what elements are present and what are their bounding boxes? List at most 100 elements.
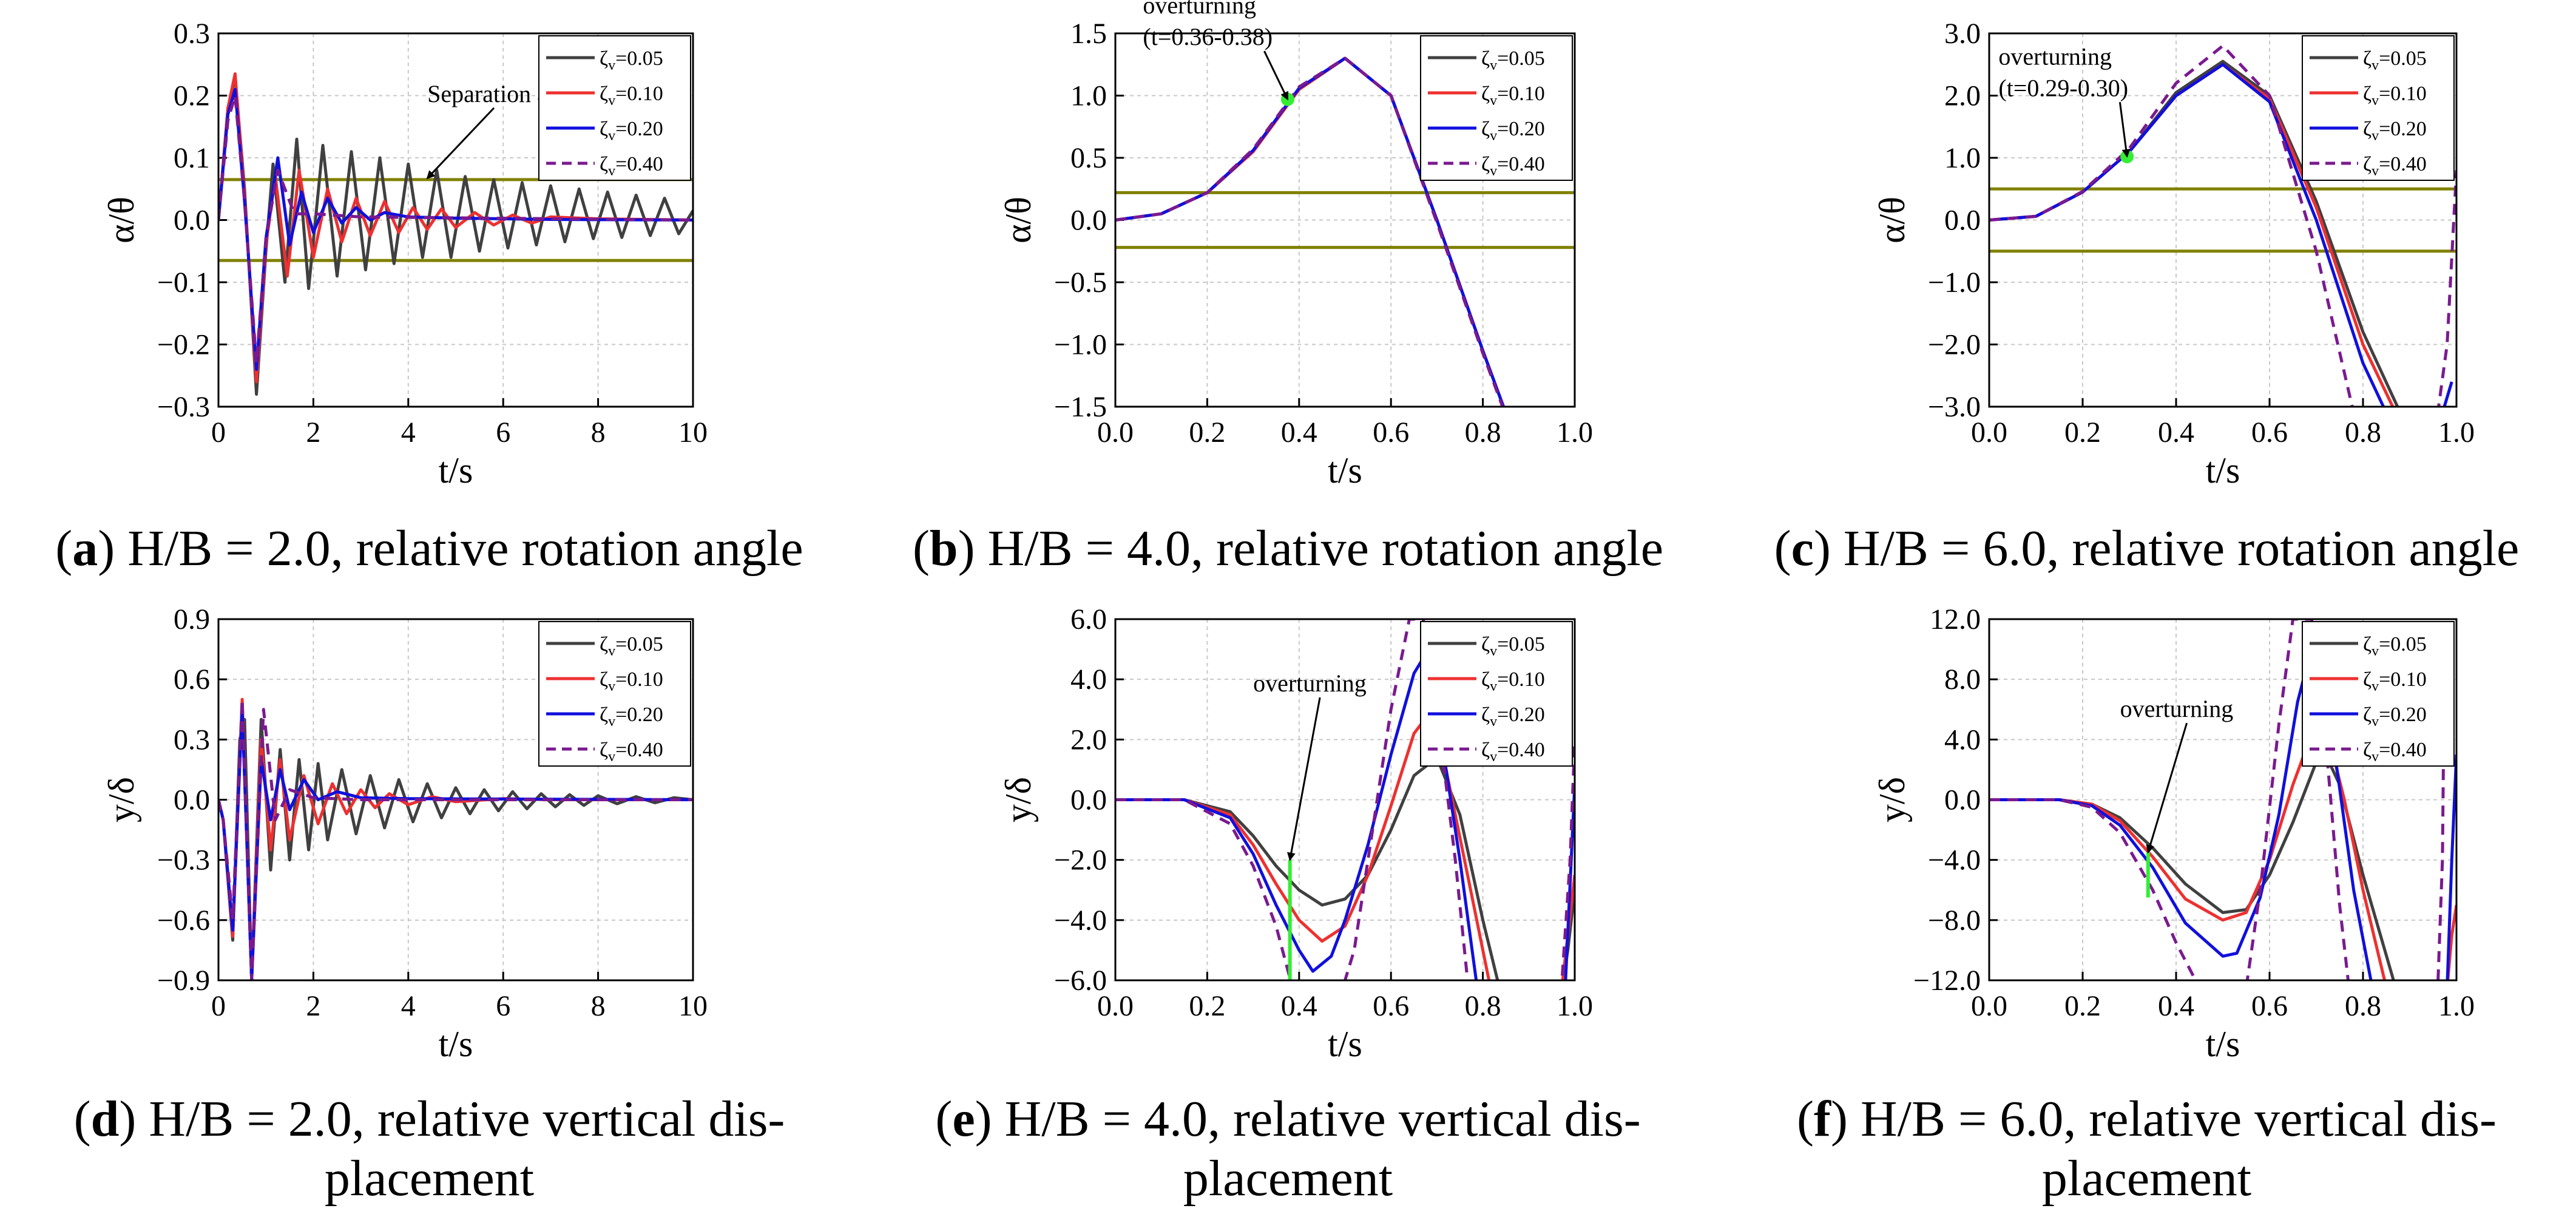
series-line-z010 [1115,714,1575,980]
caption-letter: c [1791,520,1814,577]
series-line-z040 [218,697,693,980]
legend-box [538,35,691,181]
x-tick-label: 0 [211,990,226,1022]
annotation-arrow [426,107,495,180]
caption-text: H/B = 6.0, relative rotation angle [1830,520,2520,577]
x-tick-label: 2 [306,416,320,449]
y-tick-label: 0.0 [174,205,210,237]
y-tick-label: −0.3 [157,391,210,423]
plot-frame [1114,618,1576,982]
y-axis-title: α/θ [101,197,141,243]
y-tick-label: −8.0 [1928,904,1981,937]
x-axis-title: t/s [439,1024,473,1064]
x-tick-label: 2 [306,990,320,1022]
y-tick-label: −3.0 [1928,391,1981,423]
plot-frame [1114,32,1576,408]
y-axis-title: α/θ [998,197,1038,243]
y-tick-label: 0.5 [1070,142,1107,174]
y-tick-label: −0.1 [157,266,210,299]
y-tick-label: 6.0 [1070,603,1107,636]
legend-label: ζv=0.10 [600,668,663,694]
annotation-arrow [1263,50,1289,101]
x-tick-label: 0.8 [1465,990,1501,1022]
legend-label: ζv=0.20 [600,704,663,730]
y-tick-label: 0.3 [174,724,210,756]
y-tick-label: 12.0 [1930,603,1981,636]
y-tick-label: −0.2 [157,329,210,361]
y-tick-label: 4.0 [1070,663,1107,696]
y-tick-label: −12.0 [1913,965,1981,997]
series-line-z005 [218,75,693,396]
annotation-arrow [1286,697,1321,861]
annotation-text: (t=0.36-0.38) [1143,23,1273,50]
chart-panel-a: 0 2 4 6 8 10−0.3−0.2−0.10.00.10.20.3t/sα/θSep… [101,18,708,490]
series-line-z020 [1989,63,2453,407]
x-tick-label: 1.0 [1557,990,1593,1022]
caption-letter: d [90,1091,120,1147]
x-tick-label: 0.4 [1281,416,1317,449]
legend-label: ζv=0.20 [1481,704,1545,730]
annotation-text: overturning [2120,695,2234,722]
plot-frame [217,32,694,408]
plot-area [1115,56,1575,407]
y-tick-label: −0.5 [1054,266,1107,299]
y-tick-label: −4.0 [1054,904,1107,937]
legend-label: ζv=0.05 [1481,633,1545,659]
annotation-text: overturning [1253,670,1367,697]
legend-label: ζv=0.10 [1481,83,1545,109]
legend-box [2302,35,2455,181]
x-tick-label: 0.4 [2158,990,2194,1022]
series-line-z040 [1115,619,1575,980]
series-line-z005 [1115,756,1575,980]
x-tick-label: 0.2 [1189,990,1225,1022]
legend-label: ζv=0.40 [600,153,663,179]
x-tick-label: 1.0 [2438,416,2475,449]
y-tick-label: 0.0 [1070,784,1107,816]
legend-label: ζv=0.40 [2363,153,2427,179]
caption-d: (d) H/B = 2.0, relative vertical dis-pla… [73,1091,785,1207]
x-tick-label: 0.6 [1373,990,1409,1022]
plot-area [1115,619,1575,980]
legend-label: ζv=0.10 [2363,668,2427,694]
x-tick-label: 6 [496,990,510,1022]
x-axis-title: t/s [2206,1024,2240,1064]
legend-label: ζv=0.40 [1481,153,1545,179]
x-tick-label: 0.2 [2064,990,2101,1022]
series-line-z020 [1115,657,1575,980]
y-tick-label: −0.9 [157,965,210,997]
legend-label: ζv=0.10 [1481,668,1545,694]
plot-area [1989,44,2456,407]
legend-label: ζv=0.40 [2363,739,2427,765]
legend-box [1420,35,1573,181]
y-tick-label: 1.5 [1070,18,1107,50]
x-tick-label: 0.6 [1373,416,1409,449]
legend-label: ζv=0.05 [1481,47,1545,73]
annotation-arrow [2146,722,2188,854]
x-tick-label: 0.0 [1097,416,1134,449]
y-tick-label: −4.0 [1928,844,1981,877]
plot-area [1989,619,2456,980]
series-line-z020 [1989,664,2456,980]
annotation-text: (t=0.29-0.30) [1998,74,2128,101]
y-tick-label: −6.0 [1054,965,1107,997]
y-tick-label: 1.0 [1070,80,1107,112]
legend-label: ζv=0.20 [2363,118,2427,144]
caption-c: (c) H/B = 6.0, relative rotation angle [1774,520,2520,577]
plot-area [218,72,693,396]
caption-letter: f [1813,1091,1831,1147]
y-tick-label: 0.9 [174,603,210,636]
caption-f: (f) H/B = 6.0, relative vertical dis-pla… [1796,1091,2497,1207]
series-line-z040 [1989,619,2447,980]
plot-frame [1988,618,2458,982]
y-tick-label: 0.0 [1944,205,1981,237]
legend-box [538,621,691,767]
x-axis-title: t/s [439,450,473,490]
chart-panel-f: 0.0 0.2 0.4 0.6 0.8 1.0 −12.0 −8.0 −4.0 0.0 4.0 8.0… [1872,603,2475,1064]
y-tick-label: 2.0 [1070,724,1107,756]
x-tick-label: 0 [211,416,226,449]
caption-text-line2: placement [324,1150,535,1207]
y-tick-label: 0.3 [174,18,210,50]
y-tick-label: 8.0 [1944,663,1981,696]
plot-frame [217,618,694,982]
